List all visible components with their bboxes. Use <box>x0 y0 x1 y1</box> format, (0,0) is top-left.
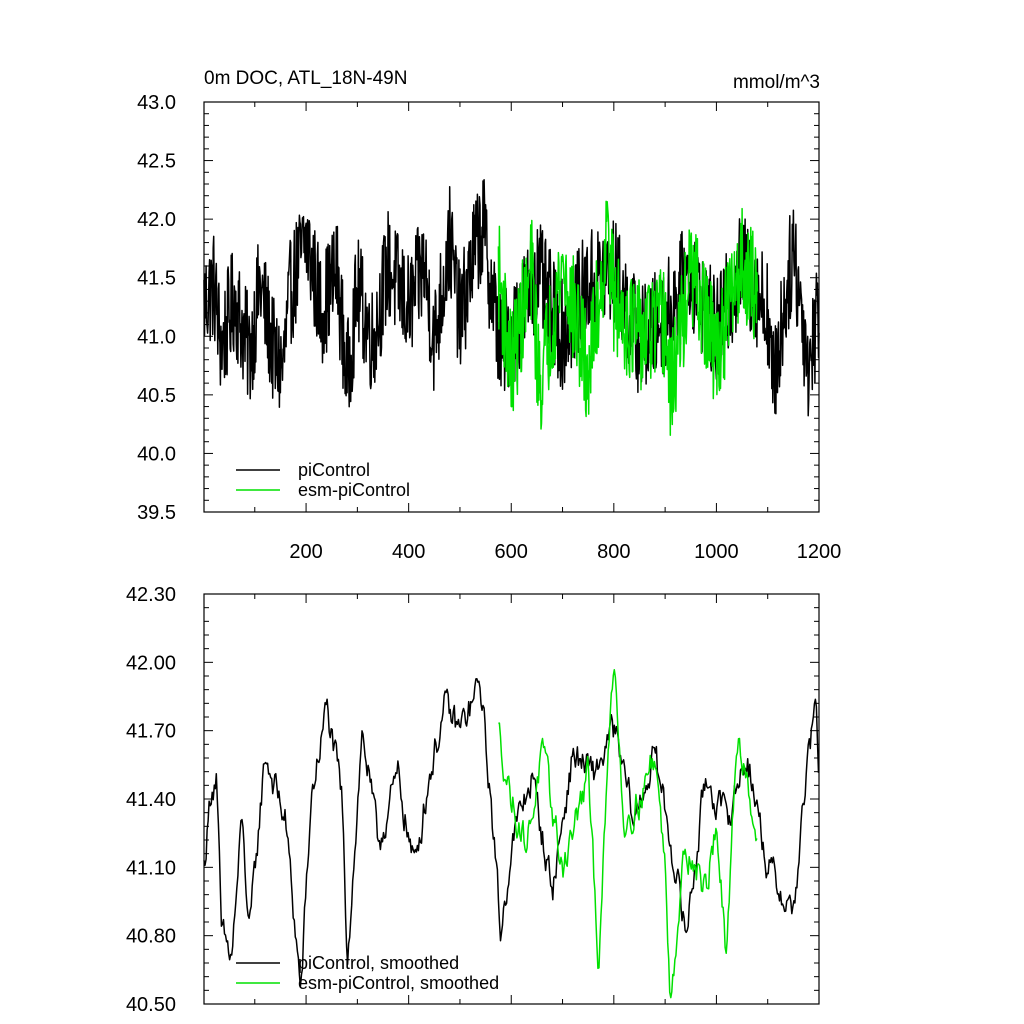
x-tick-label: 1000 <box>694 541 739 563</box>
bottom-series-lines <box>203 668 820 999</box>
y-tick-label: 40.0 <box>137 443 176 465</box>
y-tick-label: 40.5 <box>137 385 176 407</box>
chart-title: 0m DOC, ATL_18N-49N <box>204 68 407 89</box>
x-tick-label: 600 <box>495 541 528 563</box>
y-tick-label: 40.80 <box>126 926 176 948</box>
bottom-panel: 40.50 40.80 41.10 41.40 41.70 42.00 42.30 piCo… <box>126 584 820 1016</box>
y-tick-label: 41.0 <box>137 326 176 348</box>
series-line-picontrol-smoothed <box>203 678 820 988</box>
y-tick-label: 41.5 <box>137 268 176 290</box>
series-line-esm-picontrol-smoothed <box>498 668 758 999</box>
top-legend: piControl esm-piControl <box>236 460 410 500</box>
bottom-legend: piControl, smoothed esm-piControl, smoot… <box>236 953 499 993</box>
series-line-esm-picontrol <box>497 200 759 436</box>
x-tick-label: 1200 <box>797 541 842 563</box>
top-series-lines <box>203 178 820 436</box>
x-tick-label: 400 <box>392 541 425 563</box>
legend-label-picontrol: piControl <box>298 460 370 480</box>
y-tick-label: 42.00 <box>126 652 176 674</box>
legend-label-esm-picontrol: esm-piControl <box>298 480 410 500</box>
bottom-plot-frame <box>203 593 820 1005</box>
y-tick-label: 42.30 <box>126 584 176 606</box>
y-tick-label: 43.0 <box>137 92 176 114</box>
y-tick-label: 42.5 <box>137 151 176 173</box>
y-tick-label: 41.10 <box>126 857 176 879</box>
y-tick-label: 41.40 <box>126 789 176 811</box>
top-axes-ticks: 39.5 40.0 40.5 41.0 41.5 42.0 42.5 43.0 200 400 60… <box>137 92 841 563</box>
legend-label-picontrol-smoothed: piControl, smoothed <box>298 953 459 973</box>
top-plot-frame <box>203 101 820 513</box>
x-tick-label: 200 <box>289 541 322 563</box>
y-tick-label: 42.0 <box>137 209 176 231</box>
y-tick-label: 41.70 <box>126 721 176 743</box>
units-label: mmol/m^3 <box>733 72 820 93</box>
y-tick-label: 40.50 <box>126 994 176 1016</box>
legend-label-esm-picontrol-smoothed: esm-piControl, smoothed <box>298 973 499 993</box>
y-tick-label: 39.5 <box>137 502 176 524</box>
top-panel: 0m DOC, ATL_18N-49N mmol/m^3 39.5 40.0 40.… <box>137 68 841 563</box>
bottom-axes-ticks: 40.50 40.80 41.10 41.40 41.70 42.00 42.30 <box>126 584 820 1016</box>
x-tick-label: 800 <box>597 541 630 563</box>
